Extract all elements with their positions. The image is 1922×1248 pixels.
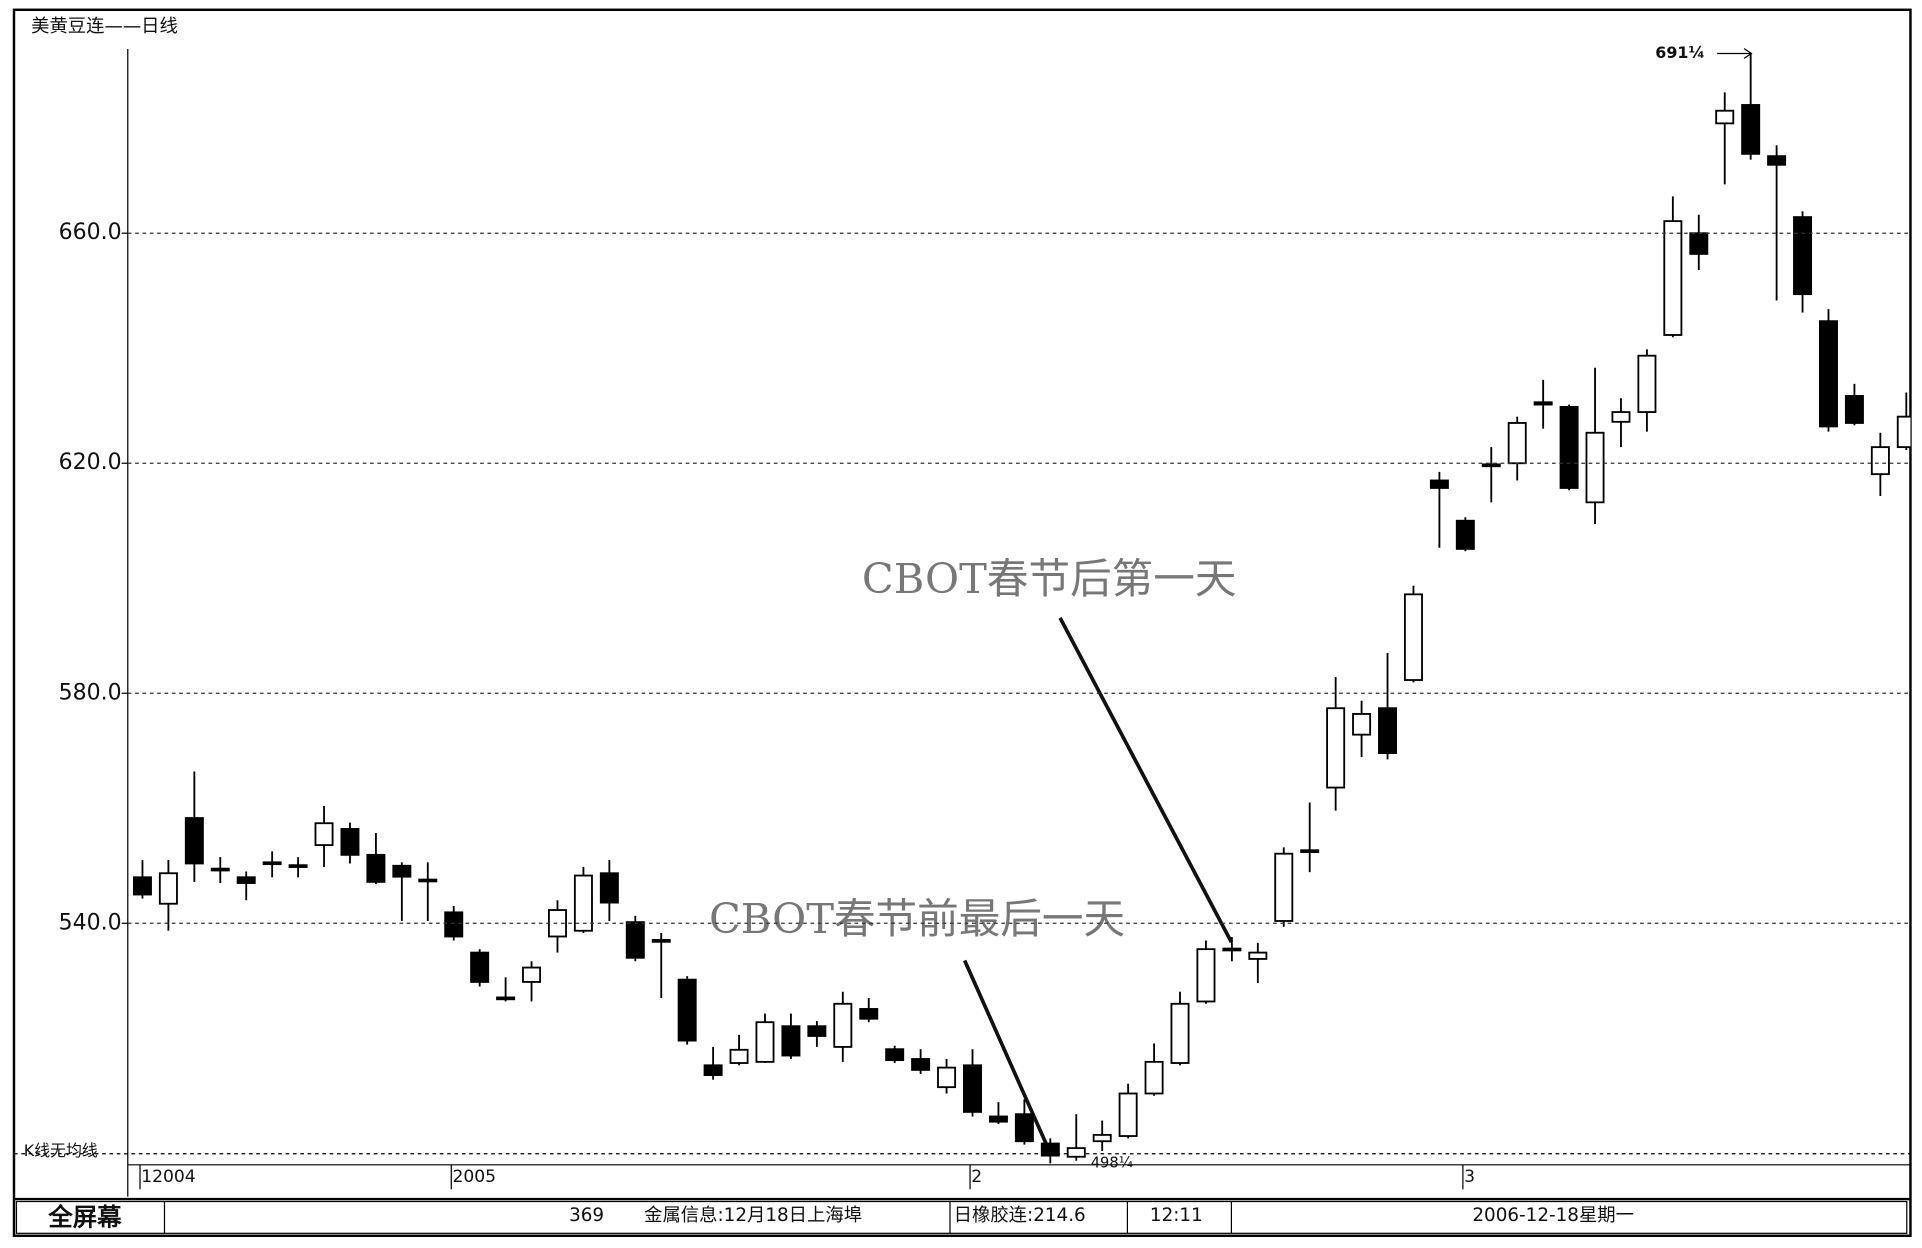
candle-body bbox=[262, 861, 282, 866]
candle-body bbox=[1896, 415, 1911, 449]
chart-title: 美黄豆连——日线 bbox=[31, 16, 178, 37]
plot-area bbox=[132, 53, 1911, 1164]
candle-body bbox=[781, 1025, 801, 1057]
candle-body bbox=[1507, 422, 1527, 465]
candle-body bbox=[1637, 354, 1657, 413]
candle-body bbox=[1429, 479, 1449, 489]
x-tick-label: 2005 bbox=[453, 1167, 497, 1187]
annotation: CBOT春节前最后一天 bbox=[709, 894, 1125, 943]
min-label: 498¼ bbox=[1091, 1154, 1133, 1171]
candle-body bbox=[677, 978, 697, 1042]
candle-body bbox=[1663, 220, 1683, 336]
candle-body bbox=[911, 1058, 931, 1071]
candle-body bbox=[703, 1064, 723, 1077]
candle-body bbox=[1715, 109, 1735, 125]
candle-body bbox=[755, 1021, 775, 1063]
candle-body bbox=[158, 872, 178, 905]
candle-body bbox=[210, 867, 230, 872]
annotation-arrow bbox=[1058, 617, 1234, 943]
y-tick-label: 540.0 bbox=[59, 910, 122, 935]
status-text: 日橡胶连:214.6 bbox=[954, 1205, 1086, 1226]
max-label: 691¼ bbox=[1655, 43, 1705, 62]
candle-body bbox=[522, 966, 542, 983]
candle-body bbox=[573, 874, 593, 932]
candle-body bbox=[1585, 431, 1605, 504]
candle-body bbox=[1300, 849, 1320, 853]
candle-body bbox=[1326, 707, 1346, 789]
candle-body bbox=[1559, 405, 1579, 489]
status-text: 369 bbox=[569, 1205, 604, 1226]
candle-body bbox=[599, 872, 619, 904]
candle-body bbox=[1533, 401, 1553, 406]
candle-body bbox=[1767, 155, 1787, 166]
candle-body bbox=[1403, 593, 1423, 681]
candle-body bbox=[340, 828, 360, 856]
candle-body bbox=[366, 853, 386, 883]
annotation-arrow bbox=[962, 959, 1050, 1149]
candle-body bbox=[1819, 320, 1838, 428]
candle-body bbox=[1040, 1142, 1060, 1157]
status-text: 全屏幕 bbox=[47, 1203, 122, 1232]
candle-body bbox=[651, 939, 671, 943]
candle-body bbox=[729, 1048, 749, 1064]
candle-body bbox=[1611, 411, 1631, 423]
candle-body bbox=[132, 876, 152, 896]
x-tick-label: 3 bbox=[1464, 1167, 1475, 1187]
candle-body bbox=[625, 921, 645, 959]
max-arrow bbox=[1717, 48, 1753, 59]
frame bbox=[12, 8, 1912, 1237]
candle-body bbox=[1118, 1092, 1138, 1137]
x-tick-label: 2 bbox=[971, 1167, 982, 1187]
candle-body bbox=[937, 1066, 957, 1089]
candle-body bbox=[859, 1008, 879, 1020]
status-text: 2006-12-18星期一 bbox=[1472, 1205, 1634, 1226]
candle-body bbox=[1844, 395, 1864, 424]
candle-body bbox=[184, 817, 204, 865]
candle-body bbox=[1689, 232, 1709, 255]
candle-body bbox=[1092, 1133, 1112, 1143]
candle-body bbox=[963, 1064, 982, 1113]
candle-body bbox=[496, 996, 516, 1001]
subtitle: K线无均线 bbox=[24, 1141, 98, 1160]
candle-body bbox=[1793, 216, 1813, 296]
candle-body bbox=[418, 878, 438, 883]
status-bar bbox=[15, 1200, 1908, 1234]
candle-body bbox=[288, 864, 308, 868]
candle-body bbox=[1222, 947, 1242, 952]
candle-body bbox=[1378, 707, 1398, 754]
candle-body bbox=[1741, 104, 1761, 155]
candle-body bbox=[1481, 463, 1501, 468]
candle-body bbox=[314, 822, 334, 846]
candle-body bbox=[236, 876, 256, 884]
candle-body bbox=[1144, 1060, 1164, 1095]
candle-body bbox=[988, 1115, 1008, 1123]
candle-body bbox=[1014, 1113, 1034, 1143]
status-text: 金属信息:12月18日上海埠 bbox=[644, 1205, 862, 1226]
x-tick-label: 12004 bbox=[141, 1167, 195, 1187]
candle-body bbox=[1870, 446, 1890, 476]
y-tick-label: 620.0 bbox=[59, 450, 122, 475]
candle-body bbox=[1066, 1147, 1086, 1158]
annotation: CBOT春节后第一天 bbox=[862, 554, 1237, 603]
candle-body bbox=[444, 911, 464, 938]
candle-body bbox=[1352, 713, 1372, 736]
candle-body bbox=[1455, 519, 1475, 550]
y-tick-label: 580.0 bbox=[59, 680, 122, 705]
candle-body bbox=[1170, 1002, 1190, 1064]
candle-body bbox=[1248, 951, 1268, 960]
candle-body bbox=[807, 1025, 827, 1037]
candle-body bbox=[1274, 852, 1294, 922]
candle-body bbox=[885, 1048, 905, 1062]
candle-body bbox=[392, 864, 412, 878]
candle-body bbox=[1196, 948, 1216, 1003]
y-tick-label: 660.0 bbox=[59, 220, 122, 245]
status-text: 12:11 bbox=[1150, 1205, 1203, 1226]
candle-body bbox=[470, 951, 490, 983]
candle-body bbox=[833, 1002, 853, 1048]
